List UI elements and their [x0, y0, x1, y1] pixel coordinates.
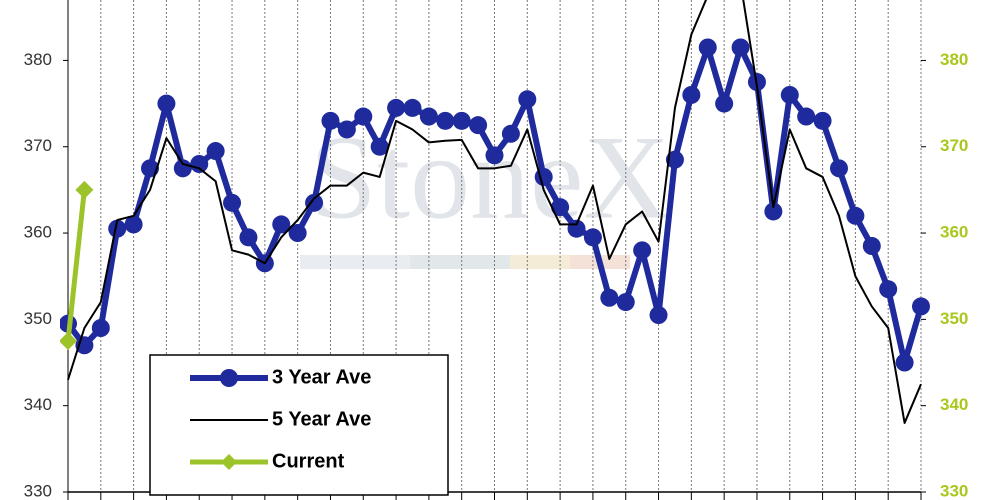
point-marker [846, 206, 865, 225]
point-marker [321, 111, 340, 130]
point-marker [698, 38, 717, 57]
watermark: StoneX [310, 111, 670, 244]
point-marker [305, 193, 324, 212]
point-marker [206, 142, 225, 161]
y2-tick-label: 330 [940, 481, 968, 500]
legend-label: 3 Year Ave [272, 366, 371, 388]
y2-tick-label: 360 [940, 223, 968, 242]
point-marker [665, 150, 684, 169]
y-tick-label: 370 [24, 136, 52, 155]
y-tick-label: 360 [24, 223, 52, 242]
point-marker [829, 159, 848, 178]
point-marker [60, 331, 77, 350]
plot-area [60, 0, 930, 424]
point-marker [780, 85, 799, 104]
point-marker [337, 120, 356, 139]
y2-tick-label: 340 [940, 395, 968, 414]
y-tick-label: 330 [24, 481, 52, 500]
y-tick-label: 340 [24, 395, 52, 414]
point-marker [764, 202, 783, 221]
point-marker [551, 198, 570, 217]
point-marker [387, 98, 406, 117]
point-marker [731, 38, 750, 57]
y2-tick-label: 350 [940, 309, 968, 328]
point-marker [75, 180, 94, 199]
point-marker [91, 319, 110, 337]
point-marker [272, 215, 291, 234]
y2-tick-label: 380 [940, 50, 968, 69]
point-marker [157, 94, 176, 113]
point-marker [108, 219, 127, 238]
point-marker [797, 107, 816, 126]
point-marker [600, 288, 619, 307]
point-marker [190, 155, 209, 173]
point-marker [813, 111, 832, 130]
point-marker [583, 228, 602, 247]
point-marker [501, 124, 520, 143]
point-marker [288, 224, 307, 243]
point-marker [534, 167, 553, 186]
point-marker [715, 94, 734, 113]
point-marker [895, 353, 914, 372]
point-marker [452, 111, 471, 130]
point-marker [912, 297, 930, 316]
watermark-stripe [300, 255, 630, 269]
point-marker [862, 237, 881, 255]
point-marker [518, 90, 537, 109]
y-tick-label: 380 [24, 50, 52, 69]
point-marker [649, 306, 668, 325]
point-marker [354, 107, 373, 126]
point-marker [682, 85, 701, 104]
legend-marker [220, 369, 238, 387]
point-marker [403, 98, 422, 117]
series-line [65, 189, 87, 342]
point-marker [173, 159, 192, 178]
point-marker [419, 107, 438, 126]
point-marker [436, 111, 455, 130]
legend-label: 5 Year Ave [272, 408, 371, 430]
point-marker [370, 137, 389, 156]
y-tick-label: 350 [24, 309, 52, 328]
point-marker [879, 280, 898, 299]
legend-label: Current [272, 450, 345, 472]
y2-tick-label: 370 [940, 136, 968, 155]
point-marker [616, 293, 635, 312]
point-marker [223, 193, 242, 212]
point-marker [124, 215, 143, 234]
point-marker [485, 146, 504, 165]
point-marker [633, 241, 652, 260]
series-line [67, 0, 922, 424]
legend-marker [221, 454, 237, 470]
point-marker [469, 116, 488, 135]
point-marker [239, 228, 258, 247]
